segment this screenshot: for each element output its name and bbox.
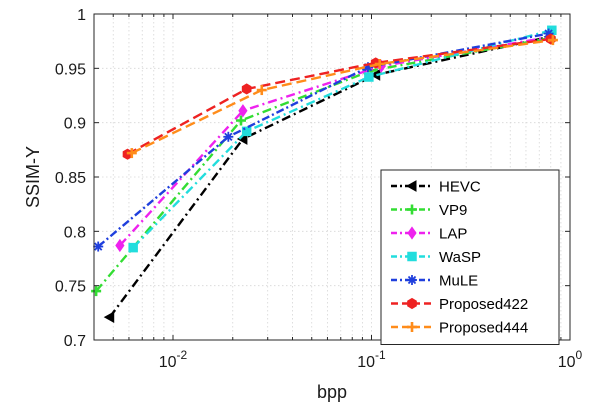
legend-item: LAP [391,226,467,243]
data-point [235,115,246,126]
legend: HEVC VP9 LAP WaSP MuLE Proposed422 Proposed444 [380,169,560,345]
marker-stroke [407,275,417,285]
data-point [238,104,248,118]
data-point [407,251,417,262]
legend-item: MuLE [391,273,478,290]
data-point [407,322,417,332]
y-tick-label: 0.7 [64,333,86,350]
x-axis-label: bpp [317,382,347,402]
data-point [407,275,417,285]
data-point [115,238,125,253]
y-axis-label: SSIM-Y [23,146,43,208]
data-point [223,131,234,142]
x-tick-label: 10-1 [357,348,386,371]
y-tick-label: 0.95 [55,61,86,78]
y-tick-label: 0.75 [55,279,86,296]
series-proposed444 [126,35,558,159]
x-tick-label-exponent: -2 [177,348,188,362]
series-line [131,38,554,155]
x-tick-label: 100 [558,348,583,371]
x-tick-label-base: 10 [357,354,375,371]
series-line [108,35,550,318]
legend-label: WaSP [439,249,481,266]
series-line [97,32,549,248]
legend-item: HEVC [391,179,481,196]
data-point [241,126,252,137]
series-group [91,25,558,324]
marker-stroke [224,132,233,141]
series-line [95,36,551,292]
data-point [374,58,385,69]
series-line [132,29,553,249]
legend-label: Proposed422 [439,296,528,313]
data-point [547,35,558,46]
data-point [407,297,417,310]
data-point [407,204,417,215]
data-point [91,286,102,297]
x-tick-label: 10-2 [159,348,188,371]
data-point [364,72,374,82]
legend-label: LAP [439,226,467,243]
x-tick-label-base: 10 [159,354,177,371]
series-line [126,37,551,156]
data-point [103,311,115,324]
legend-label: HEVC [439,179,481,196]
data-point [407,226,417,240]
y-tick-label: 0.9 [64,116,86,133]
legend-item: Proposed422 [391,296,528,313]
x-tick-label-exponent: 0 [576,348,583,362]
legend-label: Proposed444 [439,320,528,337]
data-point [93,241,104,252]
legend-item: VP9 [391,202,467,219]
legend-item: Proposed444 [391,320,528,337]
y-tick-label: 0.85 [55,170,86,187]
data-point [126,148,137,159]
legend-label: VP9 [439,202,467,219]
x-tick-label-exponent: -1 [375,348,386,362]
y-tick-label: 0.8 [64,224,86,241]
data-point [256,85,267,96]
marker-stroke [94,242,103,251]
data-point [241,83,252,95]
data-point [405,180,417,192]
x-tick-label-base: 10 [558,354,576,371]
marker-stroke [544,29,553,38]
legend-label: MuLE [439,273,478,290]
data-point [128,242,138,253]
series-mule [93,28,554,252]
legend-item: WaSP [391,249,481,266]
y-tick-label: 1 [77,7,86,24]
